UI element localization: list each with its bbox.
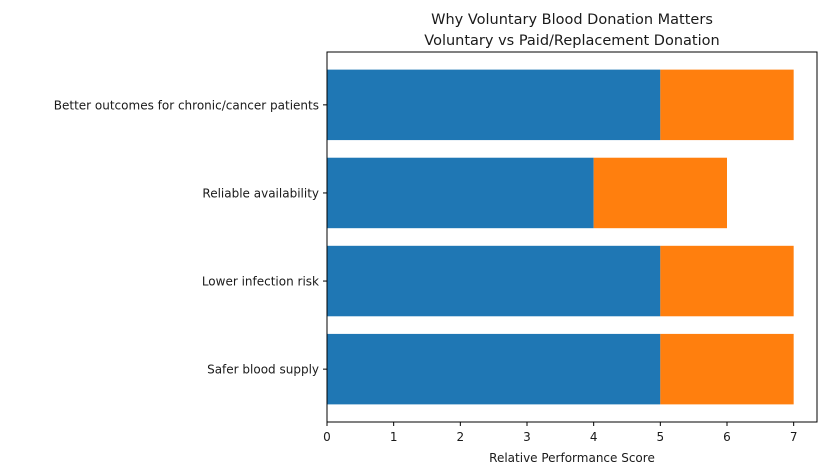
bar-series1-3 [327, 69, 661, 141]
y-tick-label: Safer blood supply [207, 363, 319, 377]
bars-group [327, 69, 794, 405]
bar-series2-3 [660, 69, 794, 141]
y-tick-label: Lower infection risk [202, 275, 319, 289]
chart-title: Why Voluntary Blood Donation Matters [431, 12, 713, 28]
bar-series2-1 [660, 245, 794, 317]
x-tick-label: 2 [457, 430, 465, 444]
x-tick-label: 4 [590, 430, 598, 444]
x-tick-label: 5 [657, 430, 665, 444]
bar-series1-0 [327, 333, 661, 405]
bar-series1-2 [327, 157, 594, 229]
bar-series2-2 [593, 157, 727, 229]
y-axis-ticks: Safer blood supply Lower infection risk Re… [54, 98, 327, 377]
chart-subtitle: Voluntary vs Paid/Replacement Donation [424, 33, 719, 49]
x-tick-label: 0 [323, 430, 331, 444]
bar-series1-1 [327, 245, 661, 317]
x-tick-label: 1 [390, 430, 398, 444]
bar-series2-0 [660, 333, 794, 405]
y-tick-label: Better outcomes for chronic/cancer patie… [54, 98, 319, 112]
x-tick-label: 7 [790, 430, 798, 444]
x-axis-label: Relative Performance Score [489, 451, 655, 465]
y-tick-label: Reliable availability [202, 186, 319, 200]
plot-frame [326, 51, 818, 423]
x-tick-label: 6 [723, 430, 731, 444]
x-tick-label: 3 [523, 430, 531, 444]
x-axis-ticks: 0 1 2 3 4 5 6 7 [323, 422, 797, 444]
